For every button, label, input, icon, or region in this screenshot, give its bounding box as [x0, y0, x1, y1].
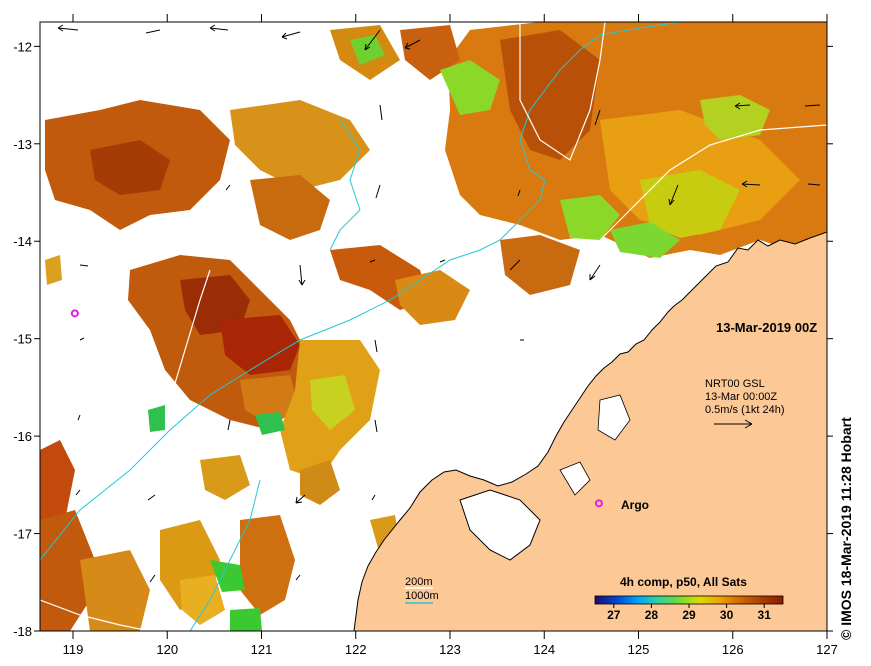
y-tick-label: -18: [13, 624, 32, 639]
y-tick-label: -12: [13, 39, 32, 54]
plot-frame: [39, 21, 828, 632]
isobath-1000m-b: [329, 119, 361, 251]
sst-patches: [40, 22, 827, 631]
x-tick-label: 126: [722, 642, 744, 657]
y-tick-label: -16: [13, 429, 32, 444]
y-tick-label: -17: [13, 527, 32, 542]
isobath-1000m-c: [189, 479, 261, 631]
isobath-1000m: [40, 22, 681, 561]
x-tick-label: 127: [816, 642, 838, 657]
x-tick-label: 125: [628, 642, 650, 657]
credit-text: © IMOS 18-Mar-2019 11:28 Hobart: [838, 417, 854, 640]
scale-arrow: [714, 419, 753, 429]
x-tick-label: 121: [251, 642, 273, 657]
date-label: 13-Mar-2019 00Z: [716, 320, 817, 335]
y-tick-label: -13: [13, 137, 32, 152]
product-name: NRT00 GSL: [705, 378, 765, 390]
colorbar-tick-label: 30: [720, 608, 734, 622]
isobaths: [40, 22, 827, 631]
colorbar-title: 4h comp, p50, All Sats: [620, 575, 747, 589]
x-axis: 119 120 121 122 123 124 125 126 127: [63, 14, 838, 657]
colorbar-tick-label: 29: [682, 608, 696, 622]
product-scale: 0.5m/s (1kt 24h): [705, 404, 784, 416]
y-tick-label: -14: [13, 234, 32, 249]
argo-float-marker: [594, 499, 603, 508]
argo-float-marker: [70, 309, 79, 318]
x-tick-label: 124: [533, 642, 555, 657]
current-vectors: [57, 24, 821, 583]
x-tick-label: 119: [63, 642, 84, 657]
colorbar-tick-label: 31: [758, 608, 772, 622]
isobath-200m-b: [519, 22, 606, 161]
australia-land: [353, 231, 827, 631]
isobath-200m-c: [40, 599, 151, 631]
argo-floats: [70, 309, 603, 508]
isobath-legend: 200m 1000m: [405, 576, 439, 604]
isobath-1000m-label: 1000m: [405, 590, 439, 602]
y-tick-label: -15: [13, 332, 32, 347]
argo-label: Argo: [621, 498, 649, 512]
colorbar-ramp: [594, 595, 784, 605]
x-tick-label: 122: [345, 642, 367, 657]
product-time: 13-Mar 00:00Z: [705, 391, 777, 403]
isobath-200m: [599, 124, 827, 241]
y-axis: -12 -13 -14 -15 -16 -17 -18: [13, 39, 833, 639]
colorbar-ticks: 27 28 29 30 31: [607, 604, 771, 622]
isobath-200m-label: 200m: [405, 576, 433, 588]
isobath-200m-d: [169, 269, 211, 401]
x-tick-label: 120: [156, 642, 178, 657]
colorbar: 4h comp, p50, All Sats 27 28 29 30 31: [594, 575, 784, 622]
colorbar-tick-label: 27: [607, 608, 621, 622]
x-tick-label: 123: [439, 642, 461, 657]
colorbar-tick-label: 28: [645, 608, 659, 622]
